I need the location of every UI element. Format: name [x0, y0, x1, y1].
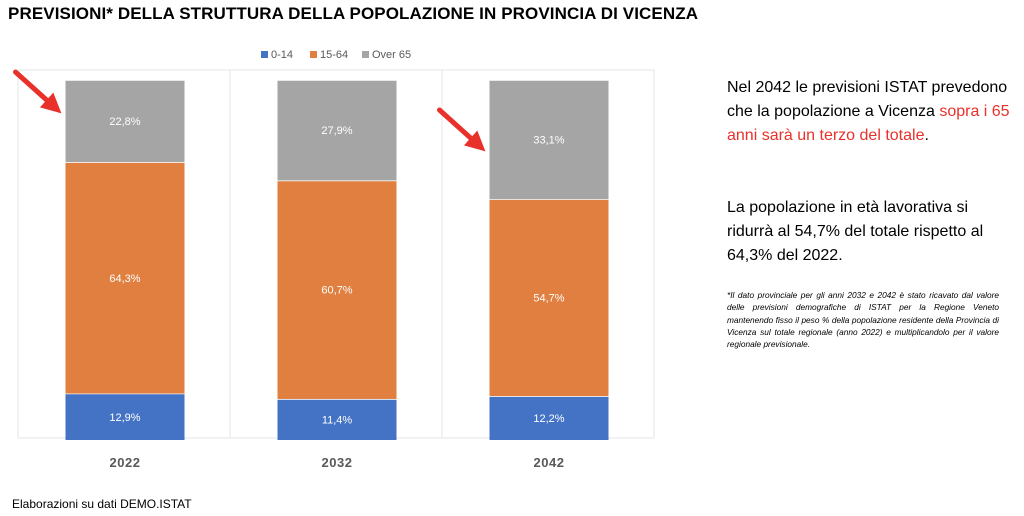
stacked-bar-chart: 0-14 15-64 Over 65 12,9% 64,3% 22,8% 11,4% 60,…: [13, 49, 655, 470]
chart-arrows: [13, 69, 486, 152]
data-label-2032-over-65: 27,9%: [321, 125, 352, 137]
data-label-2022-15-64: 64,3%: [109, 273, 140, 285]
data-label-2042-over-65: 33,1%: [533, 135, 564, 147]
data-label-2022-over-65: 22,8%: [109, 116, 140, 128]
annotation-arrow-2042: [437, 107, 486, 152]
bar-2022-over-65: [65, 80, 185, 163]
legend-label-over-65: Over 65: [372, 49, 411, 61]
chart-legend: 0-14 15-64 Over 65: [261, 49, 411, 61]
data-label-2042-15-64: 54,7%: [533, 293, 564, 305]
category-label-2022: 2022: [110, 455, 141, 470]
page-title: PREVISIONI* DELLA STRUTTURA DELLA POPOLA…: [8, 4, 699, 23]
chart-category-labels: 2022 2032 2042: [110, 455, 565, 470]
note-paragraph-1-end: .: [924, 127, 929, 144]
category-label-2032: 2032: [322, 455, 353, 470]
legend-swatch-over-65: [362, 51, 369, 58]
note-paragraph-2: La popolazione in età lavorativa si ridu…: [727, 199, 984, 264]
footnote: *Il dato provinciale per gli anni 2032 e…: [727, 290, 999, 350]
category-label-2042: 2042: [534, 455, 565, 470]
bar-2032-15-64: [277, 180, 397, 399]
note-paragraph-1-text: Nel 2042 le previsioni ISTAT prevedono c…: [727, 79, 1008, 120]
legend-label-15-64: 15-64: [320, 49, 348, 61]
legend-label-0-14: 0-14: [271, 49, 293, 61]
bar-2042-over-65: [489, 80, 609, 200]
legend-swatch-15-64: [310, 51, 317, 58]
data-label-2032-0-14: 11,4%: [322, 414, 353, 426]
note-highlight: sopra i 65 anni sarà un terzo del totale: [727, 103, 1010, 144]
bar-2042-0-14: [489, 396, 609, 440]
legend-swatch-0-14: [261, 51, 268, 58]
annotation-arrow-2022: [13, 69, 62, 114]
bar-2022-0-14: [65, 393, 185, 440]
data-label-2042-0-14: 12,2%: [533, 413, 564, 425]
chart-bars: 12,9% 64,3% 22,8% 11,4% 60,7% 27,9% 12,2% 54,7%…: [65, 79, 609, 440]
data-label-2022-0-14: 12,9%: [109, 412, 140, 424]
data-label-2032-15-64: 60,7%: [321, 285, 352, 297]
bar-2022-15-64: [65, 162, 185, 394]
bar-2032-over-65: [277, 80, 397, 181]
note-paragraph-1: Nel 2042 le previsioni ISTAT prevedono c…: [727, 76, 1017, 148]
bar-2032-0-14: [277, 398, 397, 440]
source-note: Elaborazioni su dati DEMO.ISTAT: [12, 497, 192, 511]
bar-2042-15-64: [489, 199, 609, 397]
